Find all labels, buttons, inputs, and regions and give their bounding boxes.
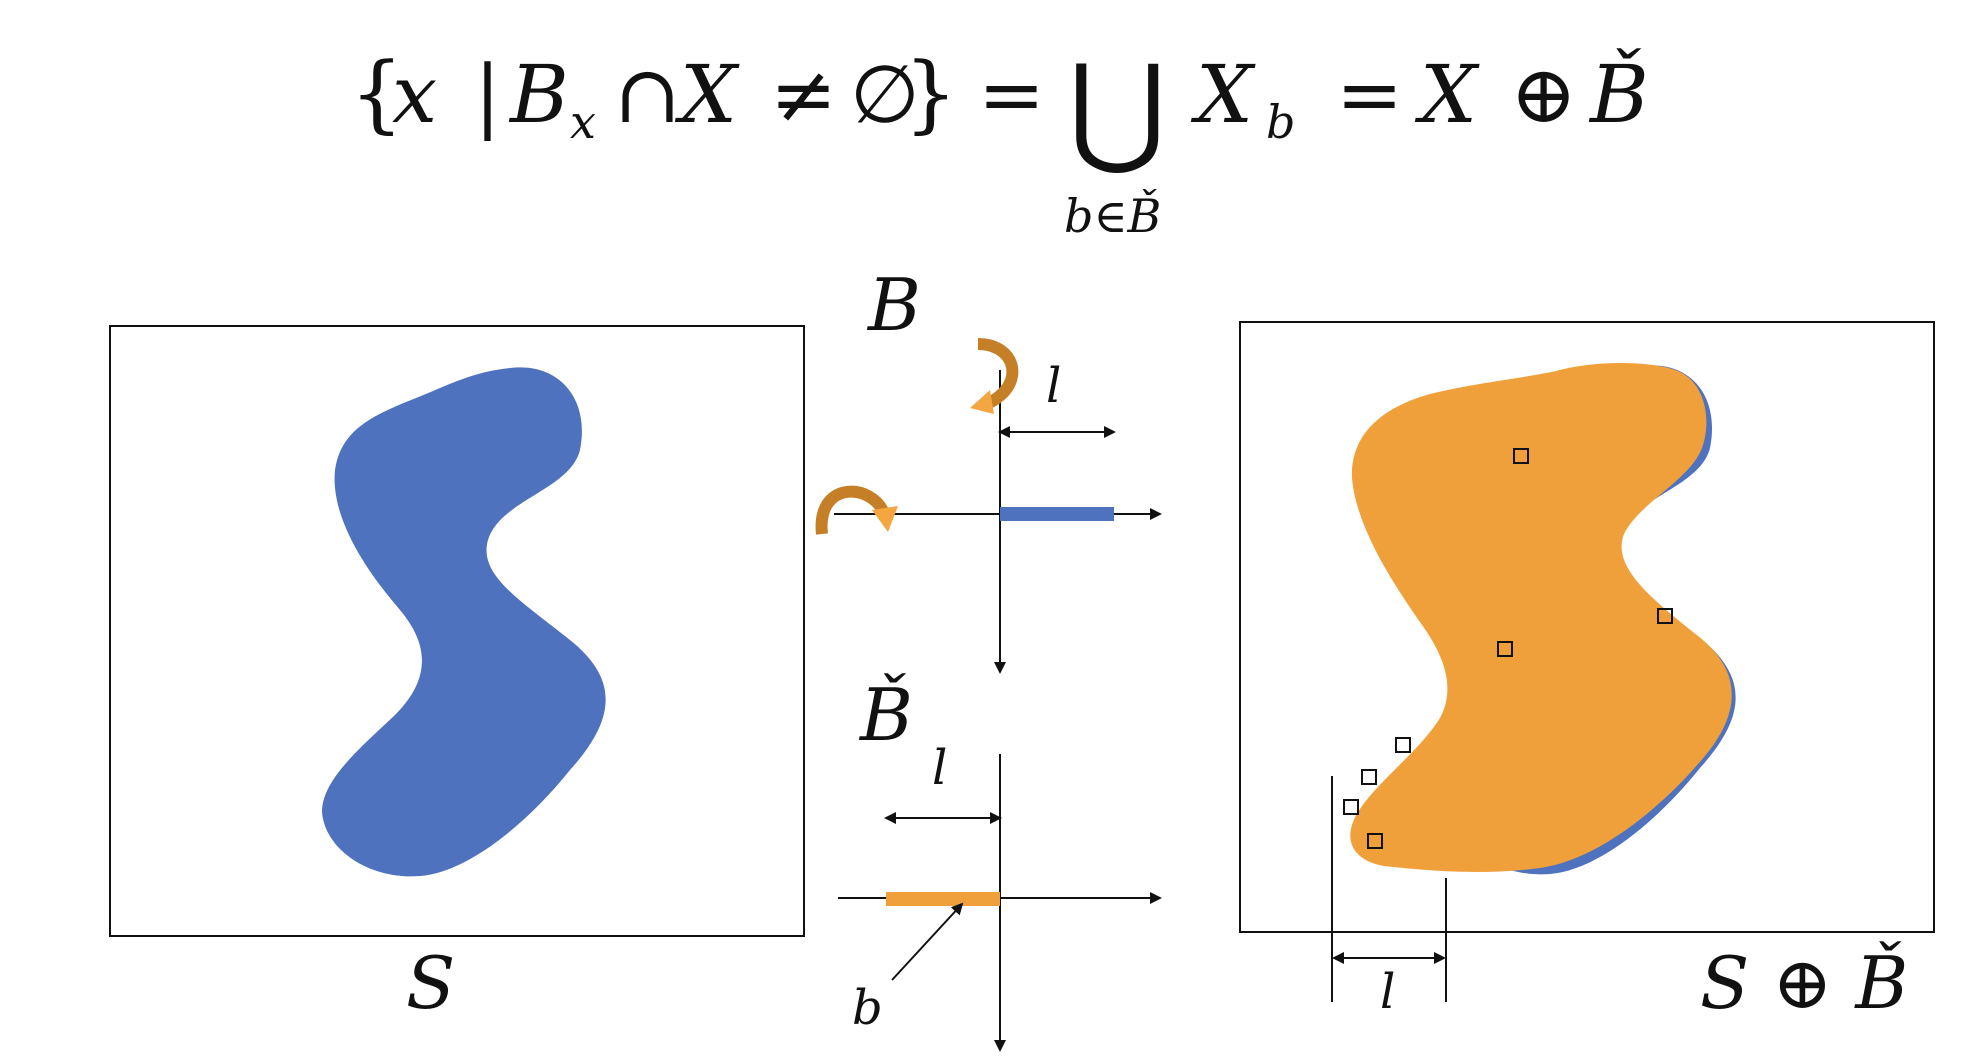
- formula-var-B: B: [508, 48, 569, 141]
- dilated-shape: [1350, 362, 1732, 872]
- formula-term-X: X: [1190, 48, 1256, 141]
- b-pointer-arrow: [891, 902, 964, 981]
- formula-close-brace: }: [904, 44, 957, 142]
- sample-point-square: [1497, 641, 1513, 657]
- formula-such-that-bar: |: [474, 48, 501, 141]
- dilation-formula: { x | B x ∩ X ≠ ∅ } = ⋃ b∈B̌ X b = X ⊕ B…: [350, 40, 1649, 243]
- rotate-top-icon: [970, 338, 1019, 414]
- right-panel: l S ⊕ B̌: [1239, 321, 1935, 1025]
- formula-var-x: x: [392, 48, 437, 141]
- right-length-label: l: [1380, 964, 1395, 1020]
- structuring-element-B: B l: [815, 263, 1162, 674]
- rotate-left-icon: [815, 485, 898, 535]
- sample-point-square: [1361, 769, 1377, 785]
- right-panel-caption: S ⊕ B̌: [1700, 940, 1908, 1025]
- formula-empty-set: ∅: [850, 48, 920, 141]
- sample-point-square: [1367, 833, 1383, 849]
- Bcheck-length-label: l: [932, 740, 947, 796]
- sample-points: [1343, 448, 1673, 849]
- formula-sub-x: x: [570, 95, 596, 149]
- formula-rhs-Bcheck: B̌: [1588, 46, 1649, 141]
- formula-open-brace: {: [350, 44, 403, 142]
- formula-big-union: ⋃: [1068, 40, 1166, 179]
- sample-point-square: [1657, 608, 1673, 624]
- set-S-shape: [322, 367, 606, 877]
- right-panel-frame: [1239, 321, 1935, 933]
- formula-sub-b: b: [1266, 95, 1295, 149]
- label-B-check: B̌: [858, 672, 913, 757]
- formula-var-X: X: [674, 48, 740, 141]
- label-b: b: [852, 980, 883, 1036]
- B-segment: [1000, 507, 1114, 521]
- sample-point-square: [1343, 799, 1359, 815]
- left-panel-frame: [109, 325, 805, 937]
- B-length-label: l: [1046, 358, 1061, 414]
- formula-equals-2: =: [1336, 48, 1403, 141]
- formula-union-subscript: b∈B̌: [1064, 189, 1161, 243]
- structuring-element-B-check: B̌ l b: [838, 672, 1162, 1052]
- sample-point-square: [1395, 737, 1411, 753]
- formula-rhs-X: X: [1414, 48, 1480, 141]
- label-B: B: [866, 263, 921, 347]
- formula-intersection: ∩: [614, 48, 681, 141]
- left-panel-caption: S: [406, 941, 455, 1025]
- sample-point-square: [1513, 448, 1529, 464]
- formula-equals-1: =: [978, 48, 1045, 141]
- Bcheck-segment: [886, 892, 1000, 906]
- formula-not-equal: ≠: [770, 48, 837, 141]
- left-panel: S: [109, 325, 805, 1025]
- formula-oplus: ⊕: [1510, 48, 1577, 141]
